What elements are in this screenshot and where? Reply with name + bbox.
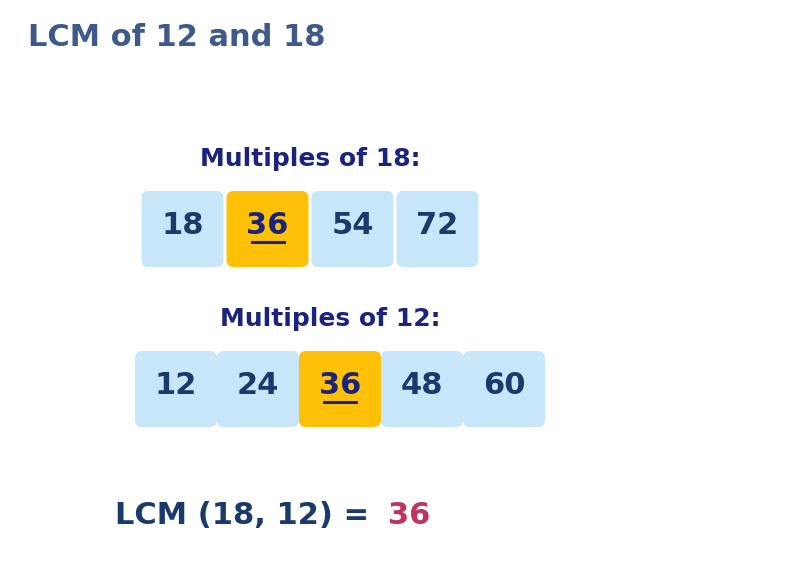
- Text: Multiples of 12:: Multiples of 12:: [220, 307, 440, 331]
- Text: 12: 12: [155, 371, 197, 401]
- Text: 18: 18: [162, 211, 204, 241]
- Text: 36: 36: [319, 371, 361, 401]
- Text: 72: 72: [416, 211, 458, 241]
- FancyBboxPatch shape: [226, 191, 309, 267]
- Text: 36: 36: [388, 502, 430, 530]
- FancyBboxPatch shape: [311, 191, 394, 267]
- FancyBboxPatch shape: [397, 191, 478, 267]
- FancyBboxPatch shape: [299, 351, 381, 427]
- Text: LCM of 12 and 18: LCM of 12 and 18: [28, 23, 326, 51]
- Text: 24: 24: [237, 371, 279, 401]
- FancyBboxPatch shape: [142, 191, 223, 267]
- FancyBboxPatch shape: [135, 351, 217, 427]
- Text: 36: 36: [246, 211, 289, 241]
- Text: 48: 48: [401, 371, 443, 401]
- FancyBboxPatch shape: [381, 351, 463, 427]
- Text: LCM (18, 12) =: LCM (18, 12) =: [115, 502, 380, 530]
- FancyBboxPatch shape: [217, 351, 299, 427]
- Text: 60: 60: [482, 371, 526, 401]
- Text: 54: 54: [331, 211, 374, 241]
- Text: Multiples of 18:: Multiples of 18:: [200, 147, 420, 171]
- FancyBboxPatch shape: [463, 351, 545, 427]
